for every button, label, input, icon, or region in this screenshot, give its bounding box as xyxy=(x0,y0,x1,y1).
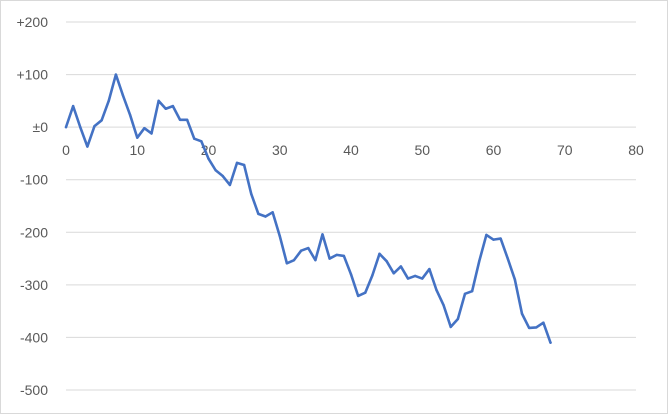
data-point xyxy=(506,257,509,260)
data-point xyxy=(128,113,132,117)
data-point xyxy=(271,211,274,214)
y-tick-label: -200 xyxy=(20,224,48,240)
data-point xyxy=(228,183,232,187)
data-point xyxy=(513,278,517,281)
data-point xyxy=(178,118,182,121)
data-point xyxy=(164,107,167,110)
x-tick-label: 0 xyxy=(62,142,70,158)
data-point xyxy=(107,99,110,103)
data-point xyxy=(549,341,552,344)
data-point xyxy=(449,325,452,329)
data-point xyxy=(456,317,460,321)
data-point xyxy=(371,274,374,277)
data-point xyxy=(299,249,303,252)
data-point xyxy=(71,104,75,108)
y-tick-label: +100 xyxy=(16,67,48,83)
data-point xyxy=(478,260,481,263)
data-point xyxy=(349,273,353,276)
data-point xyxy=(193,137,196,140)
data-point xyxy=(100,119,103,122)
data-point xyxy=(392,272,395,275)
series-line xyxy=(64,73,552,344)
y-tick-label: -100 xyxy=(20,172,48,188)
data-point xyxy=(150,132,153,135)
data-point xyxy=(413,274,417,278)
data-point xyxy=(221,174,224,178)
data-point xyxy=(421,277,424,280)
y-tick-label: ±0 xyxy=(33,119,49,135)
x-tick-label: 60 xyxy=(486,142,502,158)
data-point xyxy=(143,126,146,130)
data-point xyxy=(342,254,346,258)
y-axis-labels: +200 +100 ±0 -100 -200 -300 -400 -500 xyxy=(16,14,48,398)
y-tick-label: +200 xyxy=(16,14,48,30)
x-axis-labels: 0 10 20 30 40 50 60 70 80 xyxy=(62,142,644,158)
x-tick-label: 80 xyxy=(628,142,644,158)
data-point xyxy=(79,125,82,129)
data-point xyxy=(527,326,531,330)
data-point xyxy=(314,258,317,262)
data-point xyxy=(492,238,495,241)
data-point xyxy=(520,312,524,315)
data-point xyxy=(207,157,210,160)
data-point xyxy=(171,104,175,108)
data-point xyxy=(428,267,431,271)
data-point xyxy=(93,124,96,128)
data-point xyxy=(364,291,367,294)
x-tick-label: 30 xyxy=(272,142,288,158)
data-point xyxy=(406,277,410,280)
data-point xyxy=(242,163,246,167)
data-point xyxy=(114,73,118,76)
data-point xyxy=(64,125,68,129)
data-point xyxy=(399,265,403,268)
data-point xyxy=(292,258,296,262)
data-point xyxy=(321,233,324,236)
data-point xyxy=(499,237,502,240)
x-tick-label: 50 xyxy=(414,142,430,158)
data-point xyxy=(264,215,267,218)
gridlines xyxy=(66,21,636,391)
data-point xyxy=(121,94,125,97)
data-point xyxy=(435,288,438,292)
data-point xyxy=(385,260,388,263)
data-point xyxy=(250,192,253,196)
series-group xyxy=(64,73,552,344)
data-point xyxy=(86,145,89,148)
x-tick-label: 70 xyxy=(557,142,573,158)
data-point xyxy=(235,161,239,165)
data-point xyxy=(257,212,260,216)
data-point xyxy=(356,294,360,298)
data-point xyxy=(278,234,281,238)
y-tick-label: -300 xyxy=(20,277,48,293)
data-point xyxy=(307,246,310,250)
data-point xyxy=(378,252,381,256)
data-point xyxy=(328,257,331,260)
y-tick-label: -400 xyxy=(20,329,48,345)
data-point xyxy=(463,292,467,295)
x-tick-label: 10 xyxy=(129,142,145,158)
data-point xyxy=(535,326,538,329)
data-point xyxy=(185,118,189,121)
data-point xyxy=(157,99,160,103)
data-point xyxy=(542,321,545,324)
data-point xyxy=(470,289,474,293)
data-point xyxy=(285,262,289,265)
data-point xyxy=(335,253,338,257)
y-tick-label: -500 xyxy=(20,382,48,398)
data-point xyxy=(485,233,488,237)
data-point xyxy=(136,136,139,139)
data-point xyxy=(200,140,203,143)
data-point xyxy=(442,304,445,307)
data-point xyxy=(214,169,217,172)
x-tick-label: 40 xyxy=(343,142,359,158)
